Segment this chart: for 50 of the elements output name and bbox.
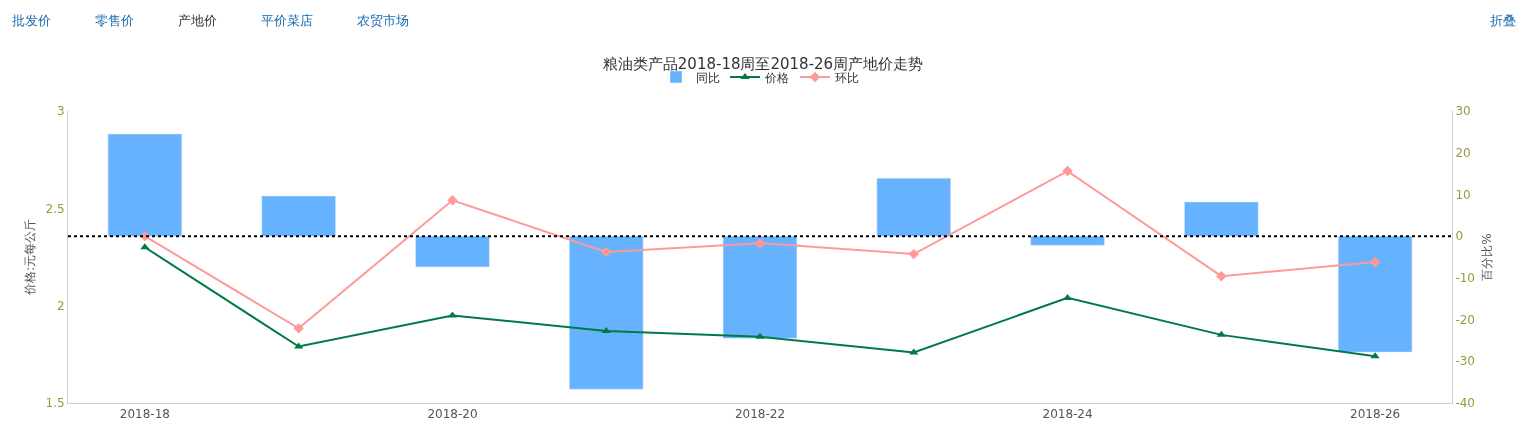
text: 批发价 (12, 13, 51, 28)
y2-tick-label: -10 (1455, 271, 1476, 286)
point (601, 246, 612, 258)
y2-tick-label: 0 (1455, 229, 1464, 244)
point (447, 195, 458, 206)
point (1216, 330, 1226, 337)
x-tick-label: 2018-20 (427, 407, 478, 422)
x-tick-label: 2018-18 (119, 407, 170, 422)
y-axis-title: 价格:元每公斤 (22, 218, 37, 297)
y2-axis-title: 百分比% (1479, 233, 1494, 281)
point (601, 326, 611, 333)
bar (569, 235, 644, 390)
point (1216, 270, 1227, 282)
point (293, 323, 304, 334)
point (755, 332, 765, 339)
y2-tick-label: 20 (1455, 145, 1471, 160)
y-tick-label: 2.5 (45, 201, 65, 216)
point (1369, 256, 1381, 268)
y-tick-label: 3 (56, 104, 65, 119)
point (1062, 165, 1073, 177)
y-tick-label: 1.5 (45, 396, 65, 411)
bar (1030, 235, 1105, 246)
legend-label: 环比 (835, 70, 859, 85)
bar (107, 133, 183, 237)
bar (1337, 235, 1413, 353)
y2-tick-label: -30 (1455, 354, 1476, 369)
bar (261, 195, 336, 237)
bar (876, 177, 951, 237)
chart-title: 粮油类产品2018-18周至2018-26周产地价走势 (602, 54, 924, 73)
y2-tick-label: -20 (1455, 312, 1476, 327)
point (294, 342, 304, 349)
x-tick-label: 2018-22 (734, 407, 786, 422)
legend-label: 同比 (696, 70, 720, 85)
text: 农贸市场 (357, 13, 409, 28)
y-tick-label: 2 (56, 298, 65, 313)
text: 产地价 (178, 13, 217, 28)
bar (722, 235, 798, 339)
point (908, 248, 919, 260)
point (754, 238, 766, 249)
legend-label: 价格 (764, 70, 789, 85)
text: 折叠 (1490, 13, 1516, 28)
y2-tick-label: 10 (1455, 187, 1471, 202)
bar (1184, 201, 1259, 237)
bar (415, 235, 490, 268)
text: 零售价 (95, 13, 134, 28)
x-tick-label: 2018-26 (1350, 407, 1401, 422)
text: 平价菜店 (261, 13, 313, 28)
y2-tick-label: 30 (1455, 104, 1471, 119)
y2-tick-label: -40 (1455, 396, 1476, 411)
x-tick-label: 2018-24 (1042, 407, 1093, 422)
